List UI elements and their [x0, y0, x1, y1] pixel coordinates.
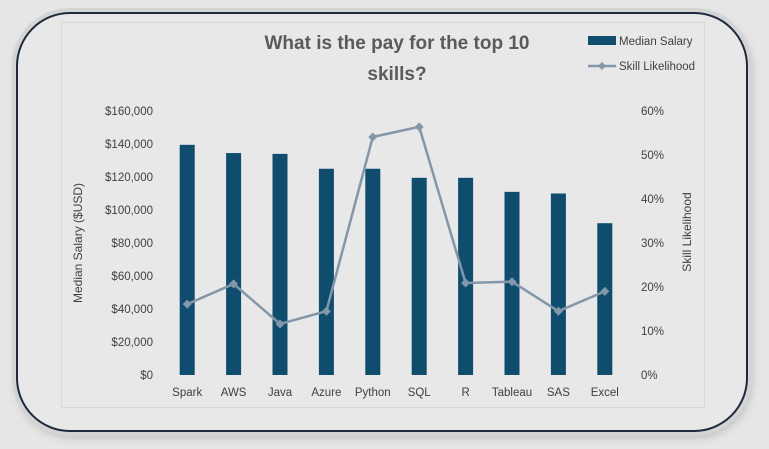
- y-right-tick-label: 60%: [641, 106, 664, 118]
- y-left-tick-label: $20,000: [111, 337, 153, 349]
- y-right-tick-label: 0%: [641, 370, 658, 382]
- x-axis-ticks: Spark AWS Java Azure Python SQL R Tableau SAS Exc…: [172, 387, 619, 399]
- y-left-tick-label: $160,000: [105, 106, 153, 118]
- bar-excel: [597, 223, 613, 375]
- legend: Median Salary Skill Likelihood: [588, 36, 695, 73]
- bar-azure: [318, 168, 334, 375]
- y-right-tick-label: 50%: [641, 150, 664, 162]
- likelihood-point-spark: [182, 299, 192, 309]
- legend-swatch-median-salary: [588, 36, 616, 45]
- likelihood-point-sql: [414, 122, 424, 132]
- y-right-tick-label: 30%: [641, 238, 664, 250]
- y-left-tick-label: $120,000: [105, 172, 153, 184]
- x-tick-label: Tableau: [492, 387, 532, 399]
- chart-title-line-1: What is the pay for the top 10: [265, 33, 530, 54]
- x-tick-label: SQL: [408, 387, 432, 399]
- bar-aws: [226, 153, 242, 375]
- x-tick-label: R: [461, 387, 469, 399]
- y-left-tick-label: $0: [140, 370, 153, 382]
- y-right-tick-label: 10%: [641, 326, 664, 338]
- legend-marker-skill-likelihood: [598, 62, 606, 70]
- bar-python: [365, 168, 381, 375]
- bar-sql: [411, 177, 427, 375]
- x-tick-label: AWS: [221, 387, 247, 399]
- x-tick-label: Excel: [591, 387, 619, 399]
- bar-r: [458, 177, 474, 375]
- bar-java: [272, 153, 288, 375]
- y-axis-right-ticks: 0% 10% 20% 30% 40% 50% 60%: [641, 106, 664, 382]
- likelihood-point-aws: [229, 279, 239, 289]
- likelihood-point-python: [368, 132, 378, 142]
- y-left-tick-label: $140,000: [105, 139, 153, 151]
- y-right-tick-label: 40%: [641, 194, 664, 206]
- legend-label-median-salary: Median Salary: [619, 36, 693, 48]
- likelihood-point-tableau: [507, 277, 517, 287]
- likelihood-point-excel: [600, 286, 610, 296]
- x-tick-label: Java: [268, 387, 293, 399]
- likelihood-line-series: [182, 122, 610, 329]
- likelihood-point-sas: [553, 306, 563, 316]
- x-tick-label: Azure: [311, 387, 341, 399]
- salary-bars: [179, 144, 613, 375]
- likelihood-line: [186, 125, 606, 326]
- y-left-tick-label: $100,000: [105, 205, 153, 217]
- likelihood-point-azure: [321, 306, 331, 316]
- x-tick-label: Python: [355, 387, 391, 399]
- y-left-tick-label: $40,000: [111, 304, 153, 316]
- bar-sas: [550, 193, 566, 375]
- y-axis-left-label: Median Salary ($USD): [71, 183, 85, 303]
- chart-title-line-2: skills?: [367, 64, 426, 85]
- x-tick-label: SAS: [547, 387, 570, 399]
- y-left-tick-label: $80,000: [111, 238, 153, 250]
- x-tick-label: Spark: [172, 387, 202, 399]
- likelihood-point-r: [461, 278, 471, 288]
- y-axis-left-ticks: $0 $20,000 $40,000 $60,000 $80,000 $100,000 $1…: [105, 106, 153, 382]
- likelihood-point-java: [275, 319, 285, 329]
- y-axis-right-label: Skill Likelihood: [680, 192, 694, 271]
- y-left-tick-label: $60,000: [111, 271, 153, 283]
- y-right-tick-label: 20%: [641, 282, 664, 294]
- legend-label-skill-likelihood: Skill Likelihood: [619, 61, 695, 73]
- bar-spark: [179, 144, 195, 375]
